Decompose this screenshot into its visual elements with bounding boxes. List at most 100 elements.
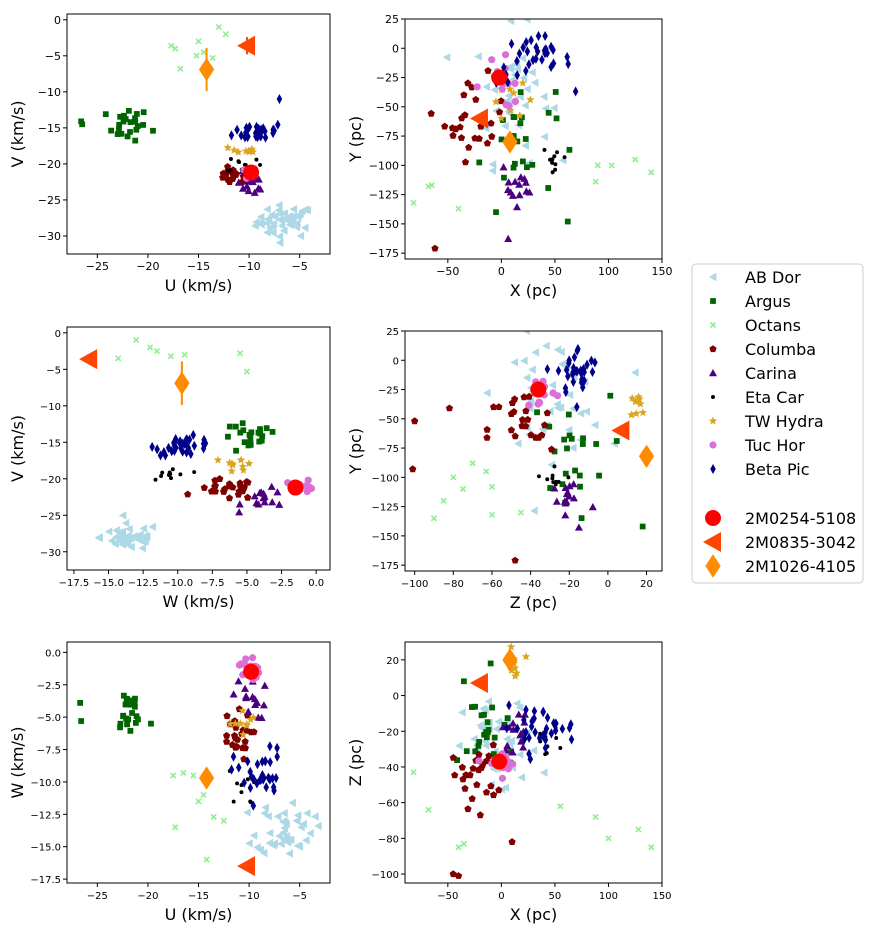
- point-argus: [546, 423, 553, 430]
- target-2m0835-3042: [237, 35, 256, 56]
- point-beta-pic: [161, 447, 167, 458]
- point-columba: [525, 392, 533, 400]
- point-argus: [487, 660, 494, 667]
- y-tick-label: −2.5: [37, 681, 61, 692]
- point-eta-car: [170, 467, 175, 472]
- y-axis-label: Y (pc): [346, 428, 365, 475]
- legend-marker-eta-car: [711, 395, 715, 399]
- point-carina: [550, 484, 559, 492]
- point-argus: [552, 89, 559, 95]
- point-beta-pic: [552, 725, 559, 736]
- point-octans: [177, 65, 184, 72]
- point-ab-dor: [293, 811, 302, 820]
- series-columba: [409, 392, 556, 564]
- point-argus: [255, 429, 262, 436]
- point-argus: [564, 445, 570, 452]
- point-tuc-hor: [475, 757, 483, 765]
- point-columba: [465, 143, 473, 151]
- point-ab-dor: [301, 836, 310, 845]
- point-octans: [180, 769, 187, 776]
- point-beta-pic: [566, 358, 572, 369]
- point-carina: [275, 500, 284, 508]
- plot-area-uw: [77, 654, 322, 877]
- point-tuc-hor: [473, 83, 481, 91]
- point-columba: [527, 431, 535, 439]
- point-eta-car: [254, 157, 259, 162]
- point-tuc-hor: [304, 476, 312, 484]
- x-tick-label: −10: [237, 260, 260, 273]
- point-tw-hydra: [497, 113, 506, 122]
- legend-label: Carina: [745, 364, 797, 383]
- y-tick-label: −15: [38, 122, 61, 135]
- point-argus: [534, 409, 540, 416]
- y-tick-label: −25: [376, 72, 399, 85]
- point-tw-hydra: [511, 671, 520, 680]
- point-argus: [483, 729, 490, 735]
- point-carina: [506, 188, 515, 196]
- point-ab-dor: [455, 741, 463, 750]
- point-carina: [259, 701, 268, 709]
- point-argus: [127, 697, 134, 704]
- point-argus: [124, 721, 130, 728]
- point-argus: [529, 161, 536, 168]
- point-ab-dor: [107, 536, 116, 545]
- point-beta-pic: [262, 126, 268, 137]
- point-octans: [594, 162, 601, 169]
- point-columba: [448, 124, 456, 132]
- point-beta-pic: [565, 371, 571, 382]
- point-eta-car: [159, 474, 164, 478]
- point-ab-dor: [506, 64, 514, 74]
- point-columba: [231, 734, 239, 742]
- x-tick-label: −25: [86, 260, 109, 273]
- point-ab-dor: [540, 132, 548, 142]
- point-carina: [514, 710, 523, 718]
- point-ab-dor: [252, 217, 260, 227]
- point-columba: [226, 178, 234, 185]
- point-beta-pic: [535, 30, 542, 42]
- point-beta-pic: [230, 751, 237, 762]
- point-tw-hydra: [636, 399, 645, 408]
- point-beta-pic: [530, 54, 536, 66]
- legend-marker-beta-pic: [710, 463, 716, 475]
- point-carina: [569, 494, 578, 502]
- target-2m0254-5108: [491, 69, 508, 86]
- point-tw-hydra: [507, 666, 516, 675]
- point-columba: [458, 763, 466, 771]
- point-ab-dor: [139, 524, 148, 533]
- series-beta-pic: [228, 93, 283, 143]
- x-tick-label: −5.0: [235, 578, 259, 589]
- point-beta-pic: [589, 366, 596, 378]
- point-argus: [491, 734, 498, 741]
- point-octans: [243, 368, 251, 375]
- legend-marker-2m1026-4105: [705, 554, 721, 578]
- point-columba: [469, 764, 477, 772]
- series-argus: [78, 107, 156, 144]
- point-beta-pic: [514, 70, 520, 81]
- point-tw-hydra: [242, 721, 251, 730]
- point-ab-dor: [488, 166, 497, 175]
- point-beta-pic: [250, 800, 257, 811]
- legend-label: Eta Car: [745, 388, 804, 407]
- point-carina: [273, 488, 282, 496]
- axes-frame-xz: [404, 641, 663, 884]
- point-eta-car: [228, 168, 233, 173]
- point-ab-dor: [259, 848, 268, 858]
- point-argus: [240, 427, 247, 434]
- point-columba: [475, 134, 483, 142]
- point-argus: [472, 703, 478, 710]
- point-ab-dor: [529, 746, 538, 755]
- point-ab-dor: [279, 828, 287, 837]
- point-beta-pic: [568, 734, 575, 745]
- series-argus: [534, 392, 646, 530]
- point-beta-pic: [566, 722, 573, 734]
- point-tw-hydra: [518, 78, 527, 87]
- point-columba: [223, 738, 231, 745]
- point-eta-car: [192, 470, 197, 475]
- point-argus: [561, 436, 568, 443]
- point-ab-dor: [469, 734, 478, 744]
- point-argus: [483, 734, 490, 741]
- point-eta-car: [169, 476, 173, 481]
- point-octans: [483, 468, 490, 475]
- point-beta-pic: [579, 374, 585, 385]
